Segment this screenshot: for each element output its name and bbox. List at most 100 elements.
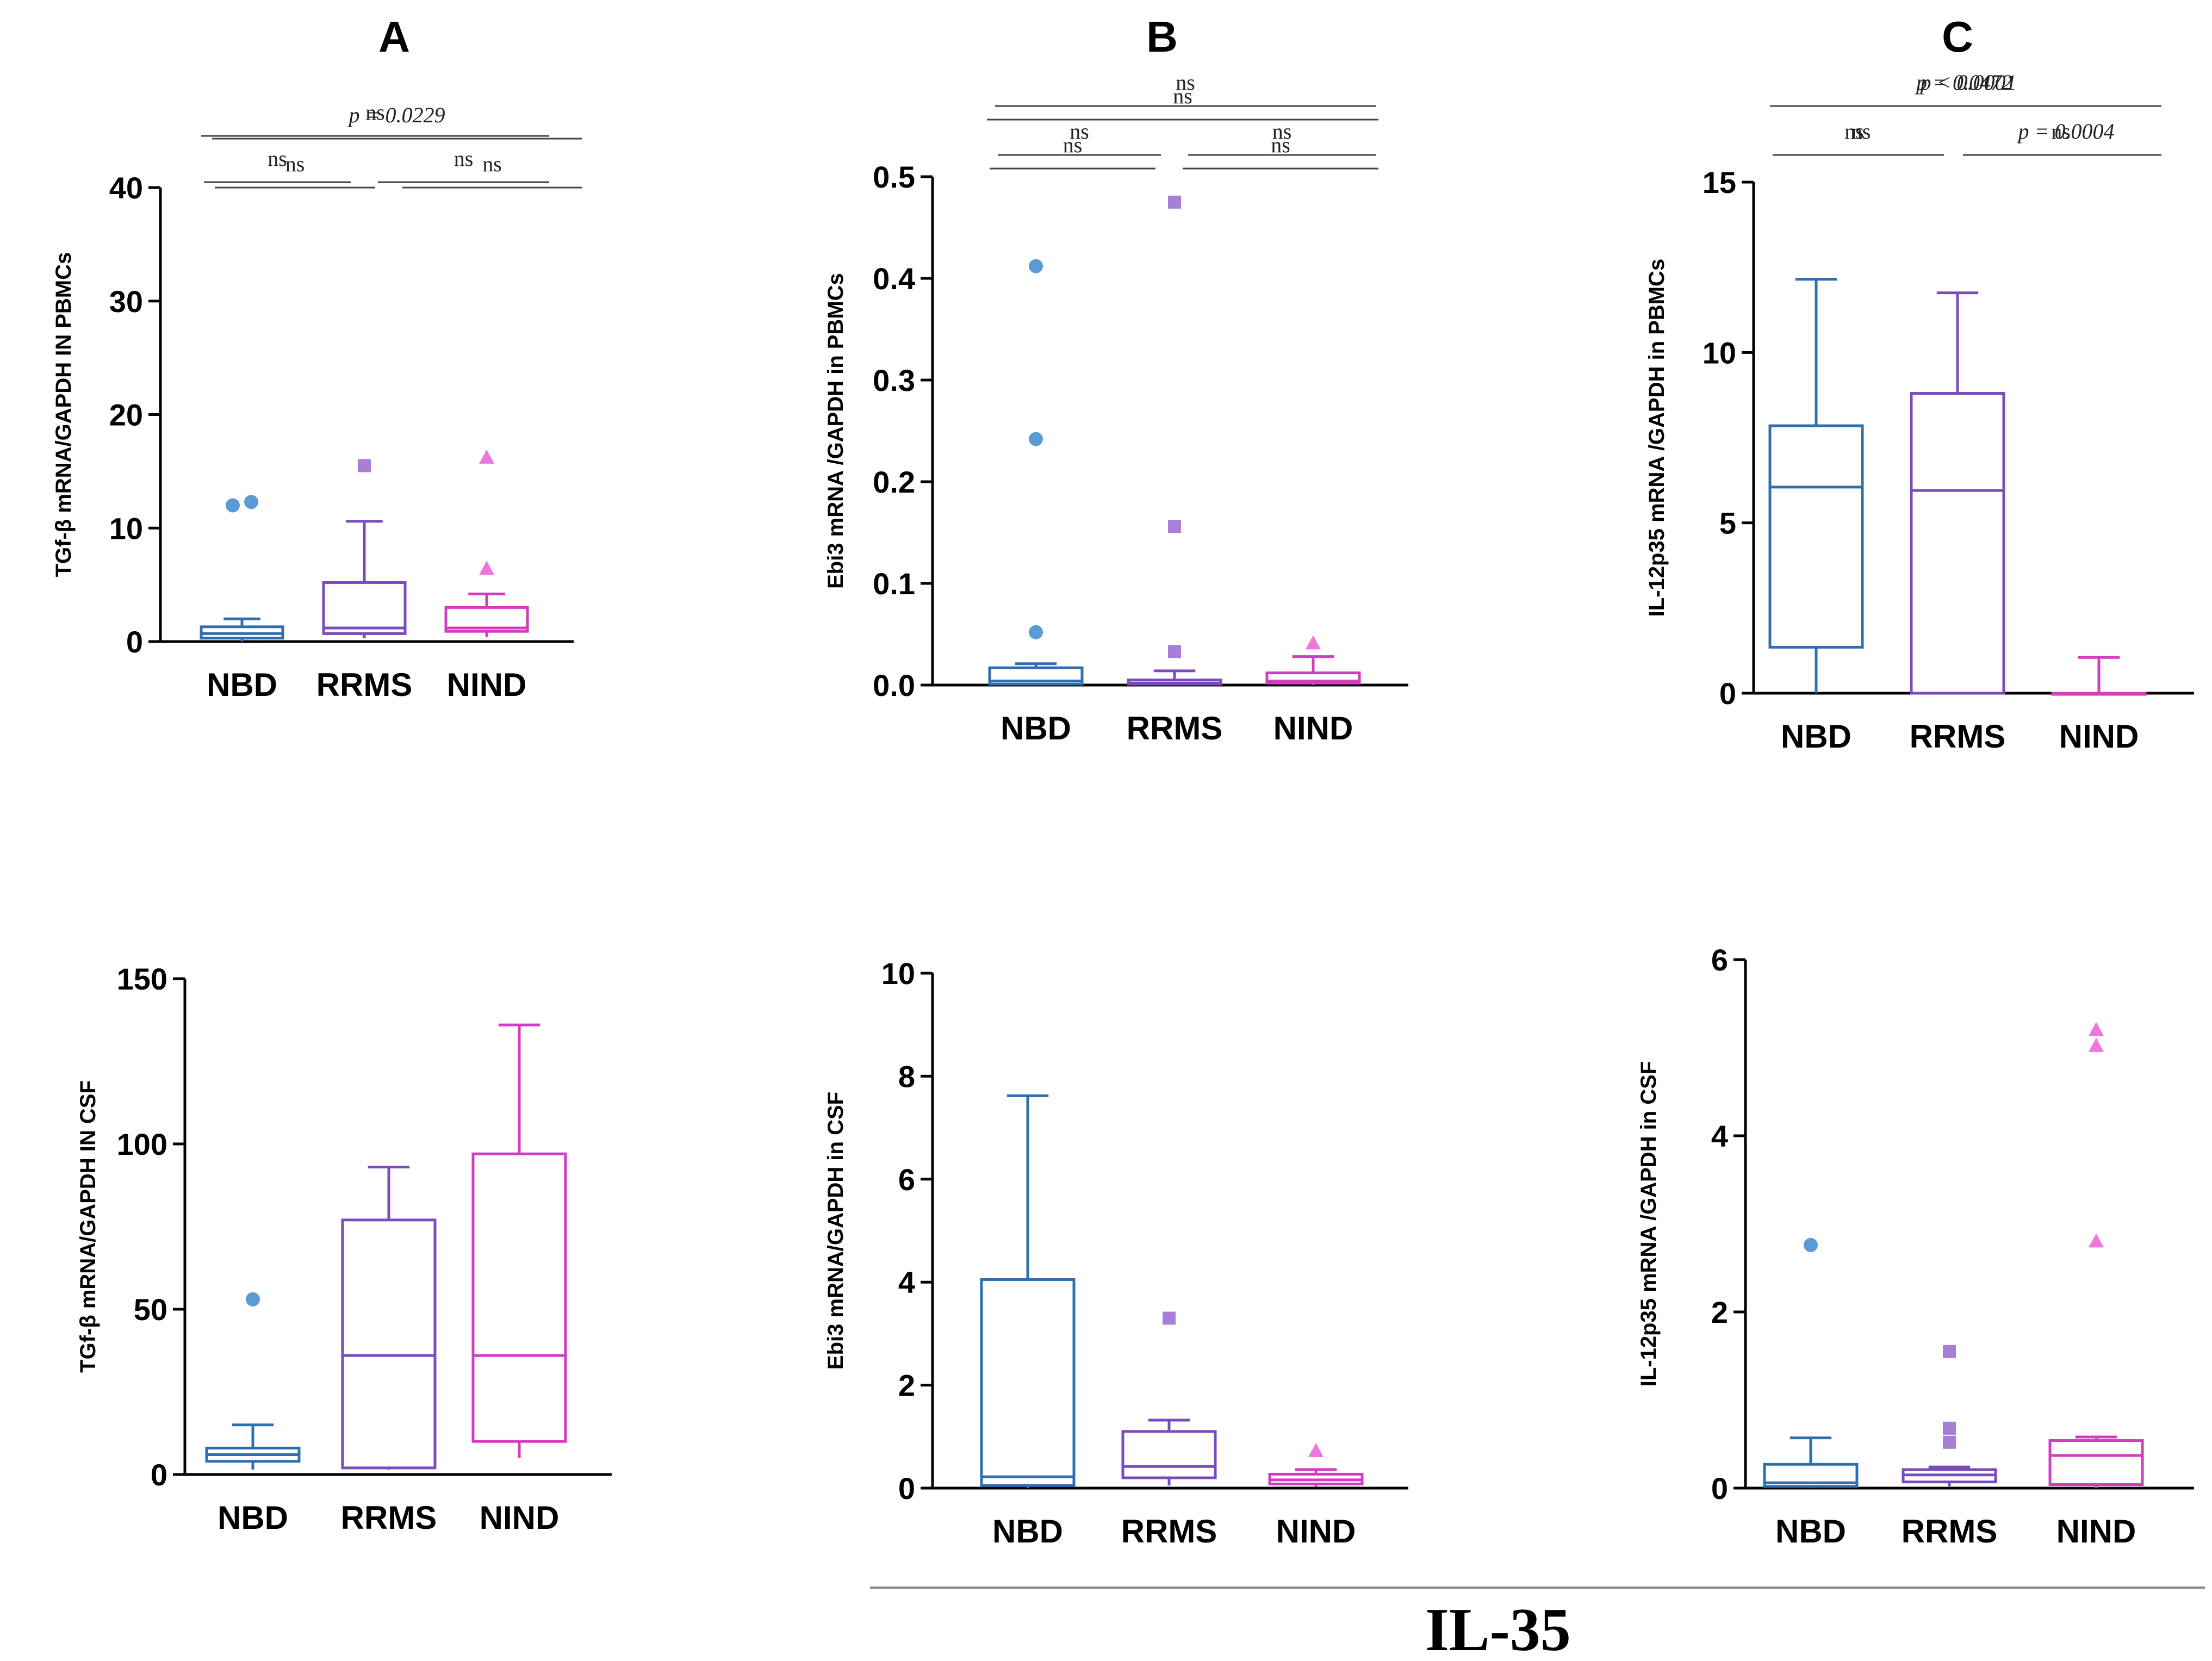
box-nbd — [200, 495, 284, 642]
box-rrms — [1127, 195, 1222, 686]
box-nbd — [1768, 278, 1864, 693]
y-axis-label: Ebi3 mRNA /GAPDH in PBMCs — [824, 273, 848, 589]
y-tick-label: 0.1 — [873, 567, 915, 601]
y-axis-label: IL-12p35 mRNA /GAPDH in CSF — [1637, 1061, 1661, 1387]
category-label: RRMS — [1121, 1513, 1217, 1550]
outlier-point — [1163, 1311, 1176, 1325]
y-tick-label: 6 — [898, 1162, 915, 1197]
y-tick-label: 0.0 — [873, 668, 915, 702]
column-title-c: C — [1942, 13, 1973, 61]
significance-label: ns — [268, 146, 287, 171]
outlier-point — [1168, 520, 1181, 533]
box-rrms — [1910, 291, 2005, 695]
box-nind — [1265, 635, 1361, 685]
panel-C-top: 0 5 10 15 IL-12p35 mRNA /GAPDH in PBMCs NBD RR… — [1645, 70, 2194, 755]
category-label: NIND — [480, 1500, 560, 1536]
category-label: NBD — [218, 1500, 288, 1536]
box-iqr — [2048, 1439, 2144, 1486]
significance-label: ns — [1063, 133, 1083, 157]
box-nbd — [205, 1292, 301, 1470]
box-iqr — [1763, 1463, 1859, 1488]
y-tick-label: 20 — [109, 398, 143, 432]
category-label: RRMS — [1910, 718, 2006, 755]
box-iqr — [1121, 1430, 1217, 1479]
outlier-point — [358, 459, 371, 472]
significance-label: ns — [365, 100, 385, 125]
category-label: RRMS — [316, 667, 413, 703]
outlier-point — [1029, 259, 1043, 273]
significance-label: ns — [454, 146, 474, 171]
box-iqr — [341, 1218, 437, 1470]
box-iqr — [1768, 424, 1864, 649]
y-tick-label: 30 — [109, 284, 143, 319]
y-tick-label: 5 — [1719, 506, 1736, 540]
outlier-point — [244, 495, 258, 509]
y-tick-label: 150 — [117, 962, 167, 996]
significance-label: ns — [1070, 119, 1089, 144]
y-tick-label: 0 — [126, 625, 143, 659]
box-nind — [471, 1023, 567, 1458]
category-label: NIND — [2059, 718, 2139, 755]
y-tick-label: 0 — [898, 1471, 915, 1506]
y-axis-label: Ebi3 mRNA/GAPDH in CSF — [824, 1092, 848, 1370]
category-label: NIND — [1276, 1513, 1356, 1550]
significance-label: ns — [1272, 119, 1292, 144]
category-label: NBD — [992, 1513, 1063, 1550]
box-iqr — [980, 1278, 1076, 1487]
y-tick-label: 0.5 — [873, 160, 915, 194]
y-tick-label: 0 — [151, 1458, 167, 1492]
y-tick-label: 100 — [117, 1127, 167, 1161]
y-tick-label: 0.2 — [873, 465, 915, 499]
box-iqr — [1910, 392, 2005, 695]
box-nind — [2048, 1022, 2144, 1488]
y-tick-label: 10 — [109, 511, 143, 545]
y-tick-label: 0.4 — [873, 262, 915, 296]
significance-label: ns — [1176, 70, 1195, 95]
outlier-point — [2089, 1037, 2104, 1052]
category-label: RRMS — [1127, 710, 1223, 746]
panel-B-top: 0.0 0.1 0.2 0.3 0.4 0.5 Ebi3 mRNA /GAPDH in PB… — [824, 70, 1408, 746]
box-iqr — [1265, 671, 1361, 685]
outlier-point — [1943, 1345, 1956, 1358]
category-label: NBD — [207, 667, 277, 703]
y-tick-label: 10 — [1703, 335, 1736, 370]
y-tick-label: 40 — [109, 171, 143, 205]
box-nbd — [1763, 1237, 1859, 1488]
box-nind — [444, 449, 529, 637]
y-tick-label: 50 — [134, 1292, 167, 1327]
y-tick-label: 2 — [1711, 1295, 1728, 1329]
box-iqr — [322, 581, 407, 635]
box-iqr — [444, 606, 529, 633]
y-tick-label: 6 — [1711, 943, 1728, 977]
panel-B-bottom: 0 2 4 6 8 10 Ebi3 mRNA/GAPDH in CSF NBD RRMS NIND… — [824, 84, 1408, 1550]
category-label: RRMS — [1902, 1513, 1998, 1550]
outlier-point — [1306, 635, 1321, 650]
column-title-a: A — [378, 13, 410, 61]
outlier-point — [1943, 1435, 1956, 1449]
box-nbd — [980, 1094, 1076, 1488]
y-tick-label: 4 — [1711, 1119, 1728, 1153]
column-title-b: B — [1146, 13, 1178, 61]
box-nind — [1268, 1442, 1364, 1488]
box-rrms — [322, 459, 407, 638]
y-axis-label: TGf-β mRNA/GAPDH IN PBMCs — [52, 252, 76, 577]
significance-label: ns — [285, 152, 305, 176]
y-axis-label: IL-12p35 mRNA /GAPDH in PBMCs — [1645, 259, 1669, 617]
category-label: NIND — [447, 667, 527, 703]
category-label: NIND — [1273, 710, 1353, 746]
y-tick-label: 0 — [1719, 676, 1736, 711]
y-tick-label: 2 — [898, 1368, 915, 1403]
outlier-point — [1029, 625, 1043, 639]
y-tick-label: 10 — [881, 956, 915, 991]
significance-label: ns — [1271, 133, 1290, 157]
panel-C-bottom: 0 2 4 6 IL-12p35 mRNA /GAPDH in CSF NBD RRMS NI… — [1637, 70, 2194, 1550]
outlier-point — [2089, 1022, 2104, 1036]
significance-label: p = 0.0229 — [347, 103, 445, 127]
y-tick-label: 0 — [1711, 1471, 1728, 1506]
significance-label: ns — [1844, 119, 1864, 144]
significance-label: ns — [2051, 119, 2071, 144]
outlier-point — [1168, 195, 1181, 209]
